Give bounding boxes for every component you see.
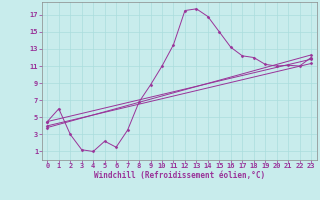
X-axis label: Windchill (Refroidissement éolien,°C): Windchill (Refroidissement éolien,°C) bbox=[94, 171, 265, 180]
